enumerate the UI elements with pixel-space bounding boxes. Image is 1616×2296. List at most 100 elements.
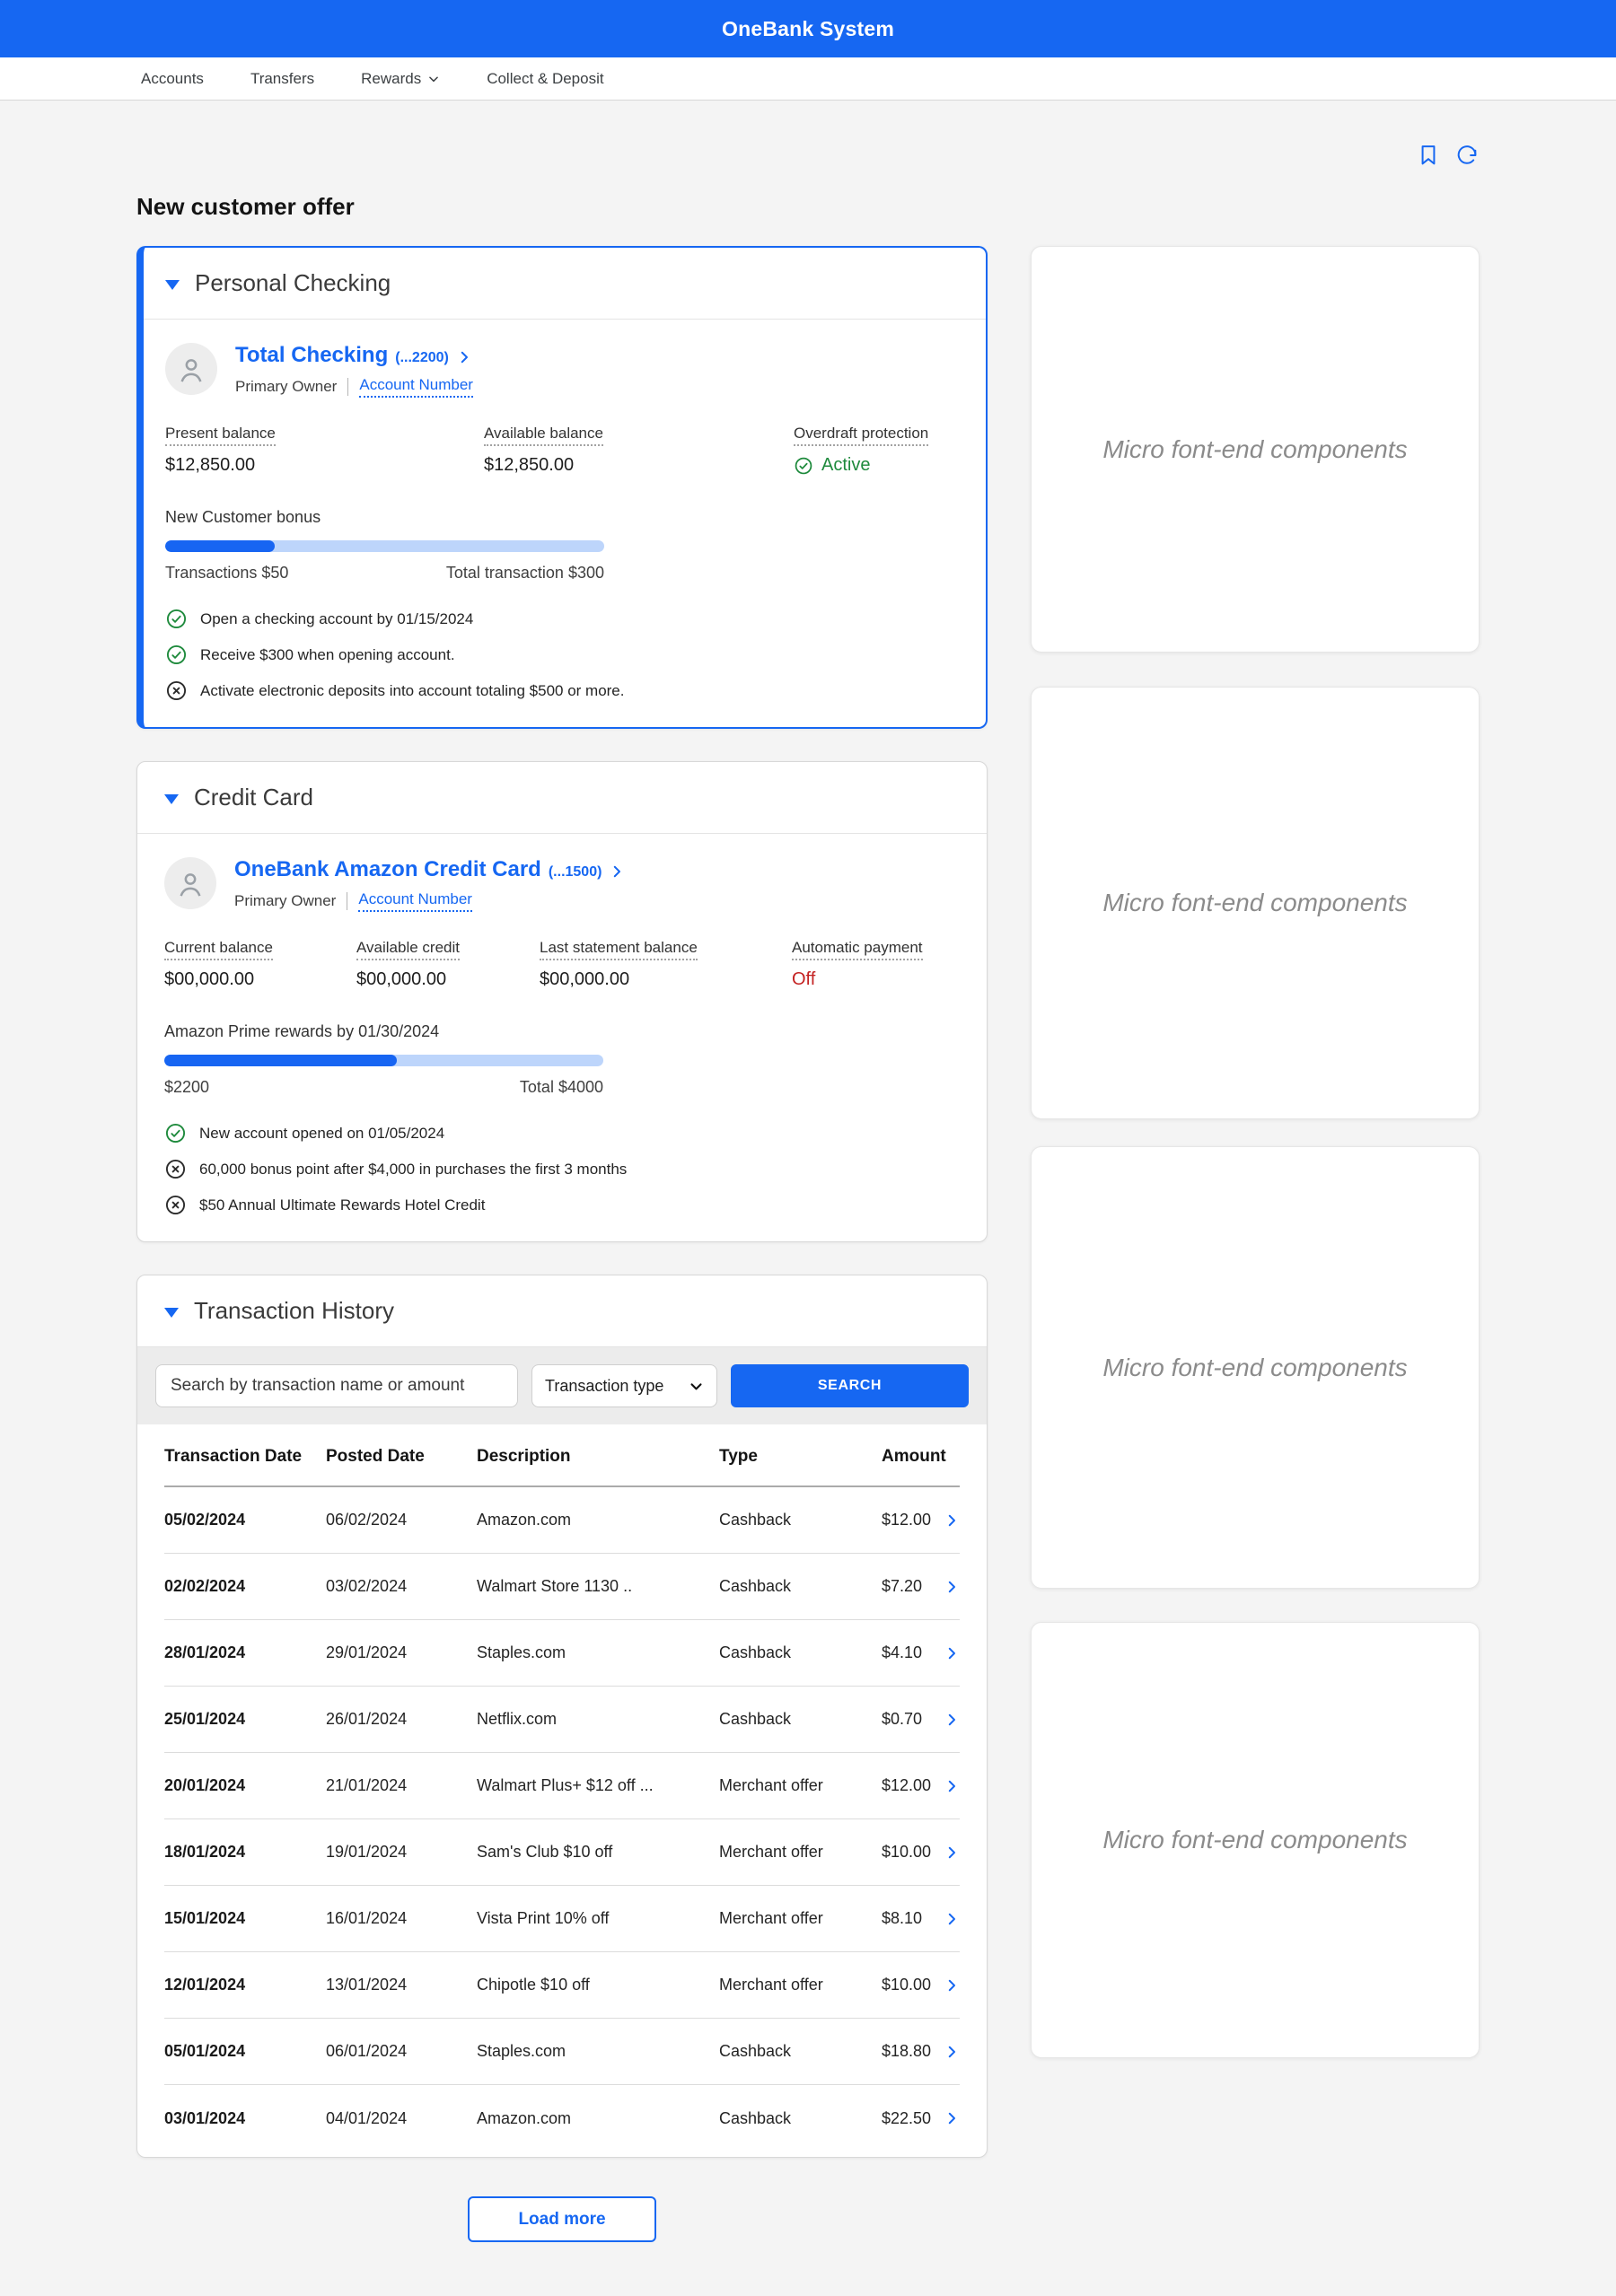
chevron-right-icon[interactable] — [944, 2110, 960, 2126]
owner-label: Primary Owner — [234, 892, 337, 909]
account-row: OneBank Amazon Credit Card (...1500) Pri… — [164, 857, 960, 912]
avatar — [164, 857, 216, 909]
app-header: OneBank System — [0, 0, 1616, 57]
description-cell: Chipotle $10 off — [477, 1976, 590, 1994]
checklist-text: 60,000 bonus point after $4,000 in purch… — [199, 1160, 628, 1178]
account-number-link[interactable]: Account Number — [358, 890, 472, 912]
chevron-down-icon — [429, 75, 439, 82]
table-row[interactable]: 15/01/2024 16/01/2024 Vista Print 10% of… — [164, 1886, 960, 1952]
checklist-text: $50 Annual Ultimate Rewards Hotel Credit — [199, 1196, 486, 1214]
field-label[interactable]: Overdraft protection — [794, 425, 959, 446]
table-row[interactable]: 28/01/2024 29/01/2024 Staples.com Cashba… — [164, 1620, 960, 1687]
account-name: Total Checking — [235, 343, 389, 367]
checklist-item: Activate electronic deposits into accoun… — [165, 679, 959, 702]
posted-date-cell: 19/01/2024 — [326, 1843, 408, 1861]
nav-item-collect-deposit[interactable]: Collect & Deposit — [487, 69, 604, 87]
amount-cell: $4.10 — [882, 1643, 923, 1661]
nav-item-rewards[interactable]: Rewards — [361, 70, 440, 88]
chevron-right-icon[interactable] — [944, 1845, 960, 1861]
field-label[interactable]: Available credit — [356, 939, 540, 960]
description-cell: Netflix.com — [477, 1710, 558, 1728]
search-button[interactable]: SEARCH — [731, 1364, 969, 1407]
restore-icon[interactable] — [1454, 143, 1480, 168]
transaction-history-header[interactable]: Transaction History — [137, 1275, 987, 1347]
divider — [347, 378, 349, 396]
account-number-link[interactable]: Account Number — [359, 376, 473, 398]
left-column: Personal Checking Total Checking (...220… — [136, 246, 988, 2296]
table-body: 05/02/2024 06/02/2024 Amazon.com Cashbac… — [164, 1487, 960, 2151]
credit-card-body: OneBank Amazon Credit Card (...1500) Pri… — [137, 834, 987, 1241]
page-title: New customer offer — [136, 193, 355, 220]
type-cell: Merchant offer — [719, 1843, 823, 1861]
field-value: $00,000.00 — [356, 969, 447, 989]
new-customer-bonus: New Customer bonus Transactions $50 Tota… — [165, 508, 959, 583]
credit-card-header[interactable]: Credit Card — [137, 762, 987, 834]
posted-date-cell: 04/01/2024 — [326, 2108, 408, 2127]
column-header: Amount — [882, 1447, 946, 1466]
field-value: $00,000.00 — [164, 969, 255, 989]
personal-checking-header[interactable]: Personal Checking — [144, 248, 986, 320]
table-row[interactable]: 03/01/2024 04/01/2024 Amazon.com Cashbac… — [164, 2085, 960, 2151]
field-label[interactable]: Automatic payment — [792, 939, 960, 960]
transaction-date-cell: 20/01/2024 — [164, 1776, 246, 1794]
table-row[interactable]: 05/01/2024 06/01/2024 Staples.com Cashba… — [164, 2019, 960, 2085]
micro-frontend-placeholder-2: Micro font-end components — [1031, 687, 1480, 1119]
chevron-right-icon[interactable] — [944, 2044, 960, 2060]
nav-item-transfers[interactable]: Transfers — [250, 69, 315, 87]
chevron-right-icon[interactable] — [944, 1579, 960, 1595]
transaction-date-cell: 05/01/2024 — [164, 2042, 246, 2060]
transaction-date-cell: 05/02/2024 — [164, 1511, 246, 1529]
bookmark-icon[interactable] — [1416, 143, 1441, 168]
chevron-right-icon[interactable] — [944, 1977, 960, 1994]
checklist-text: Open a checking account by 01/15/2024 — [200, 609, 474, 627]
table-row[interactable]: 05/02/2024 06/02/2024 Amazon.com Cashbac… — [164, 1487, 960, 1554]
account-link[interactable]: Total Checking (...2200) — [235, 343, 473, 368]
field-label[interactable]: Current balance — [164, 939, 356, 960]
posted-date-cell: 21/01/2024 — [326, 1776, 408, 1794]
nav-item-accounts[interactable]: Accounts — [141, 69, 204, 87]
check-circle-icon — [795, 457, 812, 474]
field-label[interactable]: Available balance — [484, 425, 794, 446]
x-circle-icon — [166, 680, 187, 701]
posted-date-cell: 26/01/2024 — [326, 1710, 408, 1728]
type-cell: Cashback — [719, 2042, 792, 2060]
type-cell: Merchant offer — [719, 1976, 823, 1994]
table-row[interactable]: 12/01/2024 13/01/2024 Chipotle $10 off M… — [164, 1952, 960, 2019]
type-cell: Cashback — [719, 1511, 792, 1529]
load-more-button[interactable]: Load more — [468, 2196, 656, 2242]
person-icon — [180, 873, 201, 897]
progress-left-label: $2200 — [164, 1078, 210, 1096]
posted-date-cell: 13/01/2024 — [326, 1976, 408, 1994]
search-input[interactable] — [155, 1364, 518, 1407]
bonus-checklist: Open a checking account by 01/15/2024 Re… — [165, 608, 959, 702]
account-link[interactable]: OneBank Amazon Credit Card (...1500) — [234, 857, 625, 882]
chevron-right-icon[interactable] — [944, 1778, 960, 1794]
personal-checking-body: Total Checking (...2200) Primary Owner A… — [144, 320, 986, 727]
field-label[interactable]: Last statement balance — [540, 939, 792, 960]
table-row[interactable]: 20/01/2024 21/01/2024 Walmart Plus+ $12 … — [164, 1753, 960, 1819]
transaction-date-cell: 12/01/2024 — [164, 1976, 246, 1994]
progress-bar — [165, 540, 604, 552]
section-title: Transaction History — [194, 1297, 394, 1324]
posted-date-cell: 29/01/2024 — [326, 1643, 408, 1661]
checklist-item: $50 Annual Ultimate Rewards Hotel Credit — [164, 1194, 960, 1216]
checklist-item: Open a checking account by 01/15/2024 — [165, 608, 959, 630]
chevron-right-icon[interactable] — [944, 1911, 960, 1927]
section-title: Credit Card — [194, 784, 313, 811]
transaction-type-select[interactable]: Transaction type — [531, 1364, 717, 1407]
field-label[interactable]: Present balance — [165, 425, 484, 446]
description-cell: Vista Print 10% off — [477, 1909, 610, 1927]
check-circle-icon — [166, 644, 187, 665]
table-row[interactable]: 25/01/2024 26/01/2024 Netflix.com Cashba… — [164, 1687, 960, 1753]
x-circle-icon — [165, 1159, 186, 1179]
page-content: New customer offer Personal Checking — [136, 143, 1480, 2296]
type-cell: Cashback — [719, 2108, 792, 2127]
amount-cell: $8.10 — [882, 1909, 923, 1927]
chevron-right-icon[interactable] — [944, 1645, 960, 1661]
autopay-status: Off — [792, 969, 816, 989]
table-row[interactable]: 02/02/2024 03/02/2024 Walmart Store 1130… — [164, 1554, 960, 1620]
rewards-checklist: New account opened on 01/05/2024 60,000 … — [164, 1122, 960, 1216]
chevron-right-icon[interactable] — [944, 1512, 960, 1529]
chevron-right-icon[interactable] — [944, 1712, 960, 1728]
table-row[interactable]: 18/01/2024 19/01/2024 Sam's Club $10 off… — [164, 1819, 960, 1886]
